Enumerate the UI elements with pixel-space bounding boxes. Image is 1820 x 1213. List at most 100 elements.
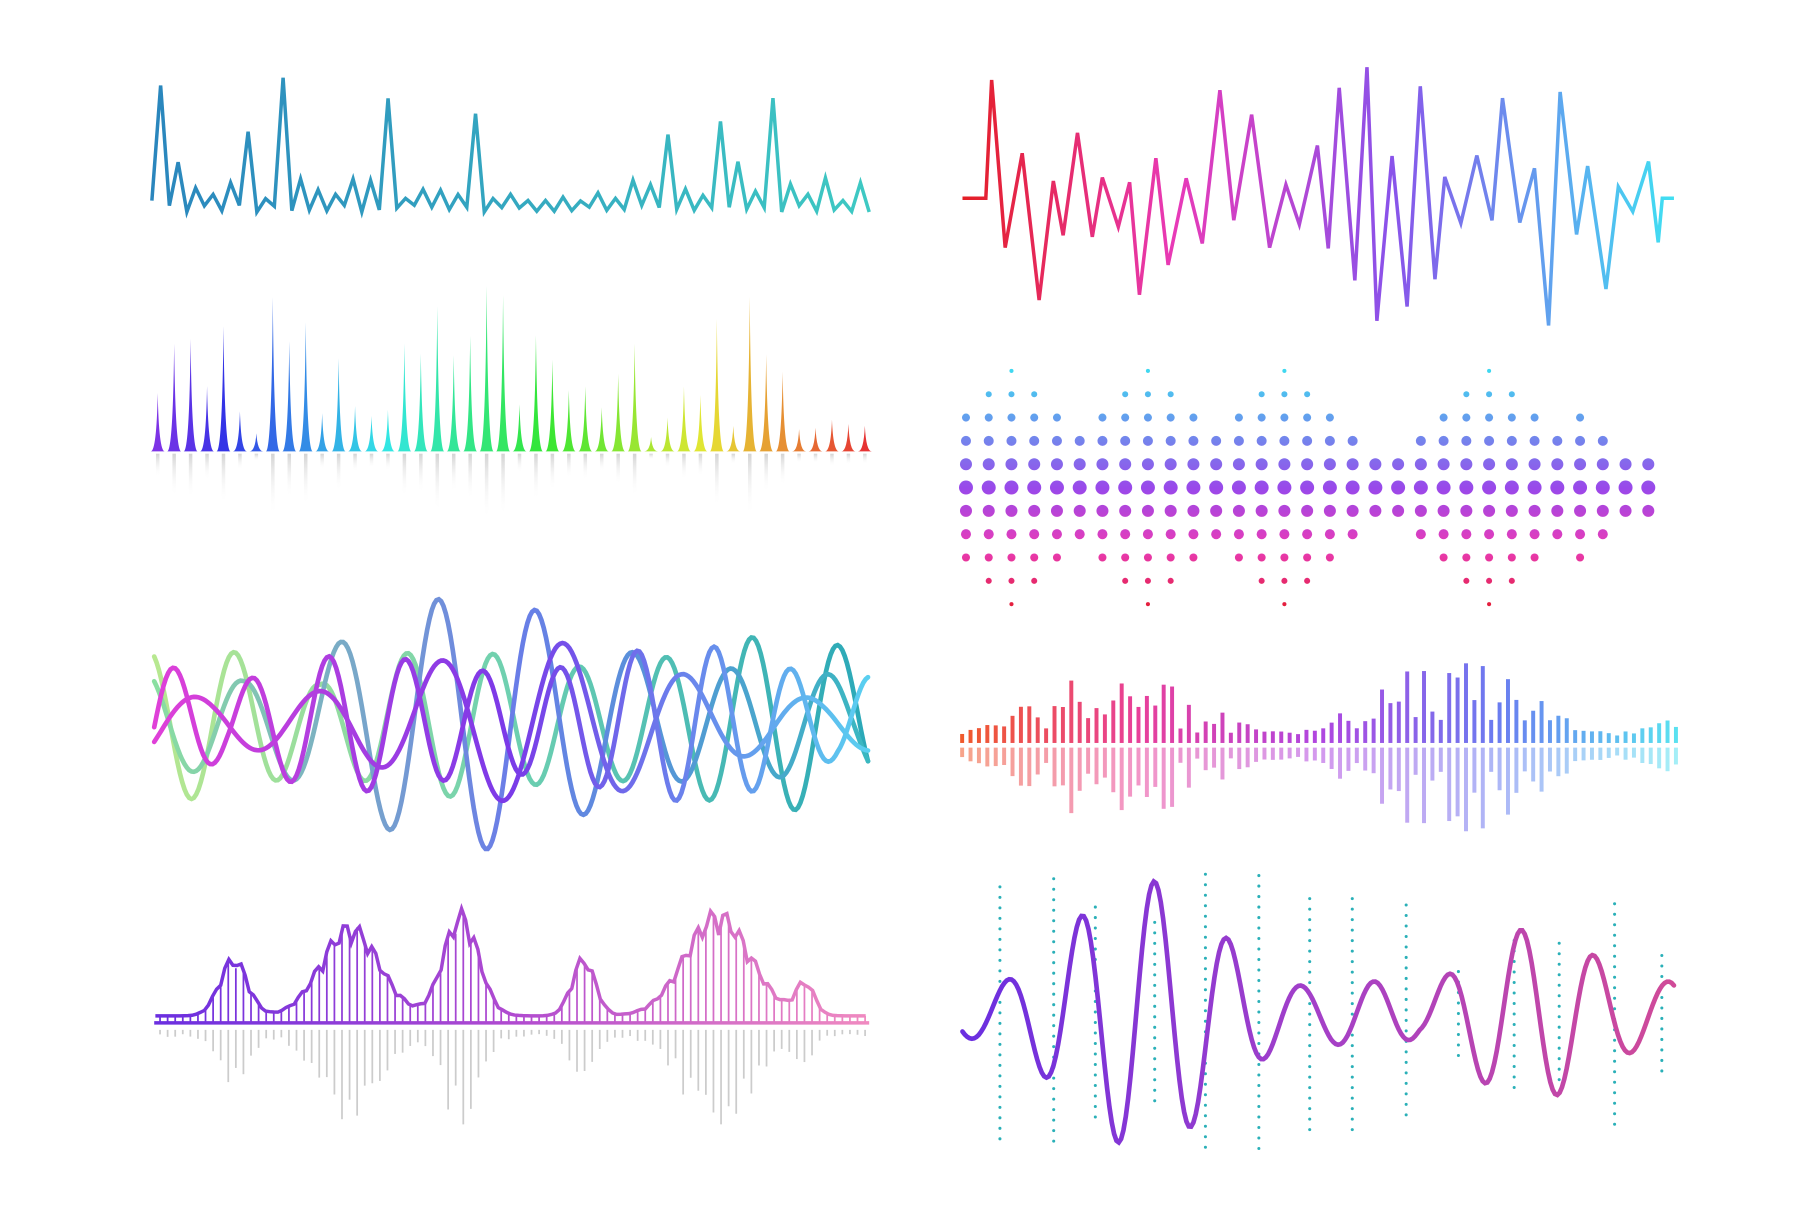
dot <box>1163 480 1178 495</box>
dot <box>1487 368 1492 373</box>
guide-dot <box>1203 1124 1207 1128</box>
dot <box>1233 435 1244 446</box>
dot <box>1325 553 1334 562</box>
guide-dot <box>998 916 1002 920</box>
guide-dot <box>998 979 1002 983</box>
dot <box>1415 435 1426 446</box>
eq-bar <box>1161 684 1166 743</box>
guide-dot <box>1257 884 1261 888</box>
eq-reflection <box>1438 747 1443 772</box>
guide-dot <box>1350 970 1354 974</box>
eq-reflection <box>1589 747 1594 760</box>
eq-reflection <box>1102 747 1107 778</box>
spike <box>216 326 231 452</box>
dot <box>1031 391 1038 398</box>
guide-dot <box>1456 970 1460 974</box>
dot <box>1030 413 1039 422</box>
sine-wave <box>151 640 871 804</box>
dot <box>1576 553 1585 562</box>
dot <box>1281 577 1288 584</box>
spike <box>315 413 330 452</box>
spike-reflection <box>468 453 472 500</box>
dot <box>1596 504 1609 517</box>
guide-dot <box>1203 935 1207 939</box>
eq-bar <box>1405 671 1410 743</box>
guide-dot <box>1203 946 1207 950</box>
guide-dot <box>1512 1002 1516 1006</box>
guide-dot <box>1308 1065 1312 1069</box>
eq-reflection <box>1581 747 1586 761</box>
spike-reflection <box>205 453 209 480</box>
guide-dot <box>1350 1128 1354 1132</box>
spike-reflection <box>336 453 341 491</box>
guide-dot <box>998 937 1002 941</box>
dot <box>1301 504 1314 517</box>
eq-reflection <box>1312 747 1317 761</box>
guide-dot <box>1456 1012 1460 1016</box>
eq-reflection <box>1060 747 1065 786</box>
dot <box>1282 368 1287 373</box>
dot <box>1280 553 1289 562</box>
eq-bar <box>1338 713 1343 743</box>
dot <box>1618 480 1633 495</box>
guide-dot <box>1093 1073 1097 1077</box>
dot <box>1049 480 1064 495</box>
guide-dot <box>1203 914 1207 918</box>
eq-reflection <box>1203 747 1208 771</box>
eq-bar <box>1480 666 1485 743</box>
dot <box>1029 435 1040 446</box>
dot <box>1145 368 1150 373</box>
dot <box>1462 413 1471 422</box>
dot <box>1119 458 1132 471</box>
spike <box>413 353 428 452</box>
dot <box>1144 577 1151 584</box>
dot <box>1506 529 1517 540</box>
eq-bar <box>1606 733 1611 743</box>
dot <box>1505 458 1518 471</box>
dot <box>1258 577 1265 584</box>
eq-bar <box>1186 704 1191 743</box>
guide-dot <box>1350 918 1354 922</box>
eq-reflection <box>1531 747 1536 782</box>
eq-bar <box>1556 715 1561 743</box>
dot <box>1642 504 1655 517</box>
dot <box>1483 504 1496 517</box>
guide-dot <box>998 906 1002 910</box>
guide-dot <box>1613 912 1617 916</box>
guide-dot <box>1404 997 1408 1001</box>
spike <box>446 355 461 452</box>
guide-dot <box>1257 937 1261 941</box>
guide-dot <box>1052 919 1056 923</box>
guide-dot <box>1203 1103 1207 1107</box>
dot <box>1028 458 1041 471</box>
guide-dot <box>1350 1107 1354 1111</box>
guide-dot <box>1052 1087 1056 1091</box>
dot <box>1485 553 1494 562</box>
dot <box>961 413 971 422</box>
spike <box>249 433 264 452</box>
dot <box>1438 529 1449 540</box>
dot <box>1187 504 1200 517</box>
dot <box>1345 480 1360 495</box>
eq-bar <box>1455 677 1460 743</box>
eq-bar <box>1489 719 1494 743</box>
guide-dot <box>1660 1048 1664 1052</box>
spike-reflection <box>550 453 555 491</box>
dot <box>1460 504 1473 517</box>
dot <box>983 529 994 540</box>
dot <box>1072 480 1087 495</box>
dot <box>1369 458 1382 471</box>
guide-dot <box>1557 1036 1561 1040</box>
guide-dot <box>1257 1115 1261 1119</box>
guide-dot <box>1404 1050 1408 1054</box>
eq-reflection <box>1422 747 1426 824</box>
eq-bar <box>1044 728 1049 743</box>
spike-reflection <box>435 453 440 512</box>
guide-dot <box>1203 904 1207 908</box>
guide-dot <box>1153 952 1157 956</box>
guide-dot <box>1052 887 1056 891</box>
eq-reflection <box>1178 747 1183 763</box>
guide-dot <box>1660 1016 1664 1020</box>
eq-reflection <box>1128 747 1133 797</box>
